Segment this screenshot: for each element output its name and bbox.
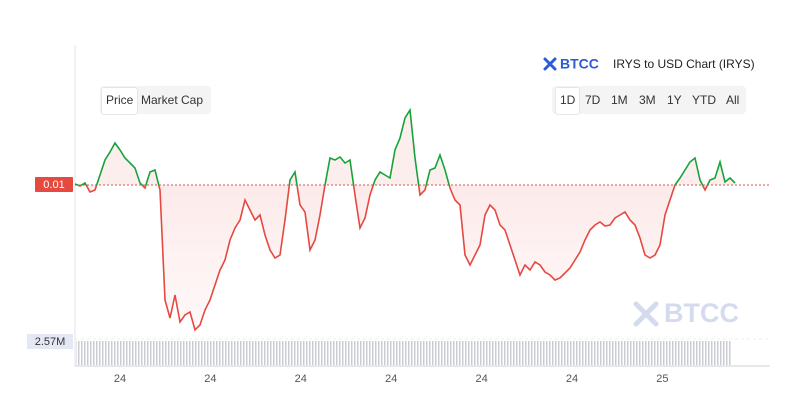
x-tick-label: 24 <box>204 373 216 385</box>
price-area <box>75 185 735 330</box>
range-button[interactable]: 1M <box>611 93 628 107</box>
reference-label: 0.01 <box>43 179 64 191</box>
price-area <box>75 110 735 185</box>
x-tick-label: 24 <box>295 373 307 385</box>
x-tick-label: 24 <box>475 373 487 385</box>
brand-text: BTCC <box>560 56 599 72</box>
price-line-above <box>74 107 736 185</box>
range-button[interactable]: 7D <box>585 93 601 107</box>
range-button[interactable]: All <box>726 93 740 107</box>
chart-title: IRYS to USD Chart (IRYS) <box>613 57 755 71</box>
price-line <box>75 185 709 332</box>
x-tick-label: 24 <box>566 373 578 385</box>
watermark-text: BTCC <box>664 298 739 328</box>
range-button[interactable]: 3M <box>639 93 656 107</box>
volume-label: 2.57M <box>35 336 66 348</box>
x-tick-label: 24 <box>114 373 126 385</box>
watermark: BTCC <box>633 298 739 328</box>
x-tick-label: 24 <box>385 373 397 385</box>
range-button[interactable]: YTD <box>692 93 716 107</box>
range-button[interactable]: 1D <box>555 87 581 115</box>
reference-label-bg <box>35 177 73 192</box>
volume-label-bg <box>27 334 73 349</box>
range-button[interactable]: 1Y <box>667 93 682 107</box>
x-tick-label: 25 <box>656 373 668 385</box>
tab-button[interactable]: Market Cap <box>141 93 204 107</box>
brand-logo: BTCC <box>543 56 599 72</box>
range-group <box>552 86 746 114</box>
volume-band <box>76 341 731 365</box>
tab-button[interactable]: Price <box>101 87 139 115</box>
